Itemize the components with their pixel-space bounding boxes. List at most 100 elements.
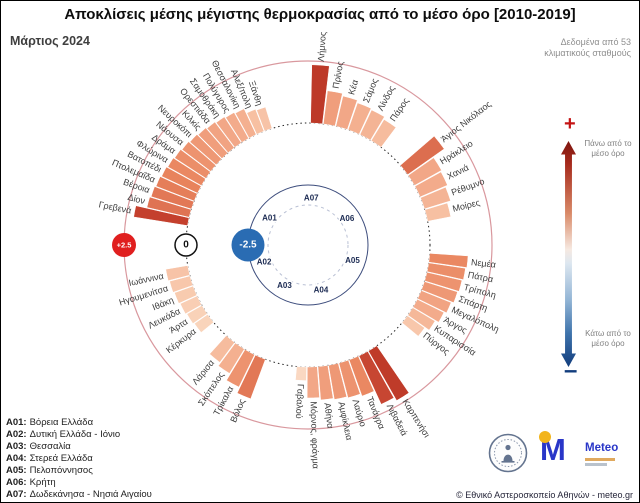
legend-name: Στερεά Ελλάδα bbox=[29, 453, 93, 464]
colorbar-below-label: Κάτω από το μέσο όρο bbox=[585, 329, 631, 348]
station-bar bbox=[428, 253, 469, 268]
meteo-logo: M Meteo bbox=[537, 430, 639, 478]
station-bar bbox=[424, 271, 463, 292]
region-key-label: A04 bbox=[314, 286, 329, 295]
station-label: Γρεβενά bbox=[98, 199, 132, 215]
station-label: Λήμνος bbox=[316, 31, 328, 62]
page-title: Αποκλίσεις μέσης μέγιστης θερμοκρασίας α… bbox=[64, 6, 576, 23]
station-bar bbox=[348, 355, 375, 397]
legend-code: A01: bbox=[6, 417, 27, 428]
station-label: Γαβαλού bbox=[294, 384, 306, 419]
legend-name: Κρήτη bbox=[29, 477, 56, 488]
station-bar bbox=[155, 176, 198, 202]
station-bar bbox=[167, 157, 206, 186]
station-bar bbox=[186, 305, 208, 324]
station-label: Αθήνα bbox=[322, 402, 335, 429]
noa-seal-icon bbox=[488, 433, 528, 473]
legend-row: A01: Βόρεια Ελλάδα bbox=[6, 417, 152, 429]
region-key-ring bbox=[267, 204, 349, 286]
station-bar bbox=[165, 265, 191, 282]
ring-value-pill bbox=[231, 228, 265, 262]
station-bar bbox=[226, 349, 255, 388]
station-bar bbox=[417, 290, 452, 314]
region-key-label: A07 bbox=[304, 194, 319, 203]
station-bar bbox=[306, 366, 320, 399]
station-label: Μόρνος, φράγμα bbox=[308, 401, 320, 469]
ring-zero bbox=[185, 122, 431, 368]
station-label: Σάμος bbox=[361, 76, 380, 104]
region-key-label: A06 bbox=[340, 214, 355, 223]
station-bar bbox=[412, 298, 445, 323]
station-bar bbox=[421, 281, 458, 303]
legend-row: A02: Δυτική Ελλάδα - Ιόνιο bbox=[6, 429, 152, 441]
ring-minus25 bbox=[247, 184, 369, 306]
legend-code: A04: bbox=[6, 453, 27, 464]
station-label: Δίον bbox=[127, 192, 147, 206]
region-key-label: A05 bbox=[345, 256, 360, 265]
legend-code: A06: bbox=[6, 477, 27, 488]
region-key-label: A03 bbox=[277, 281, 292, 290]
station-bar bbox=[206, 121, 235, 154]
station-label: Άγιος Νικόλαος bbox=[439, 98, 494, 144]
station-bar bbox=[150, 186, 195, 210]
meteo-sun-dot-icon bbox=[539, 431, 551, 443]
station-label: Ρέθυμνο bbox=[450, 176, 486, 197]
station-bar bbox=[197, 127, 229, 159]
station-bar bbox=[414, 171, 448, 198]
legend-name: Δωδεκάνησα - Νησιά Αιγαίου bbox=[29, 489, 152, 500]
legend-row: A06: Κρήτη bbox=[6, 477, 152, 489]
station-bar bbox=[215, 116, 242, 148]
region-legend: A01: Βόρεια Ελλάδα A02: Δυτική Ελλάδα - Ιό… bbox=[6, 417, 152, 501]
legend-name: Πελοπόννησος bbox=[29, 465, 93, 476]
station-label: Βόλος bbox=[228, 397, 247, 424]
station-bar bbox=[295, 366, 307, 381]
station-bar bbox=[181, 141, 217, 172]
station-bar bbox=[174, 149, 211, 179]
station-label: Χανιά bbox=[445, 162, 470, 181]
station-bar bbox=[256, 106, 273, 132]
station-bar bbox=[401, 315, 425, 337]
ring-value-label: 0 bbox=[183, 240, 189, 251]
station-bar bbox=[359, 109, 385, 141]
ring-value-pill bbox=[174, 233, 198, 257]
legend-row: A07: Δωδεκάνησα - Νησιά Αιγαίου bbox=[6, 489, 152, 501]
station-bar bbox=[400, 135, 445, 176]
ring-value-label: +2.5 bbox=[117, 241, 132, 250]
station-bar bbox=[225, 112, 249, 143]
station-bar bbox=[189, 134, 222, 166]
colorbar-minus-sign: – bbox=[564, 357, 578, 384]
station-bar bbox=[338, 359, 361, 399]
station-label: Κέα bbox=[346, 79, 360, 96]
station-bar bbox=[217, 342, 245, 374]
region-key-label: A02 bbox=[257, 257, 272, 266]
station-bar bbox=[146, 196, 192, 218]
station-bar bbox=[335, 95, 358, 130]
station-label: Πάρος bbox=[388, 95, 411, 123]
legend-code: A02: bbox=[6, 429, 27, 440]
ring-value-label: -2.5 bbox=[239, 240, 257, 251]
colorbar-plus-sign: + bbox=[564, 113, 576, 135]
station-bar bbox=[169, 275, 194, 293]
legend-row: A05: Πελοπόννησος bbox=[6, 465, 152, 477]
legend-row: A04: Στερεά Ελλάδα bbox=[6, 453, 152, 465]
meteo-brand-text: Meteo bbox=[585, 442, 619, 454]
colorbar: + Πάνω από το μέσο όρο Κάτω από το μέσο … bbox=[557, 113, 639, 402]
station-bar bbox=[424, 202, 452, 222]
meteo-tagline-decoration bbox=[585, 458, 615, 461]
legend-code: A05: bbox=[6, 465, 27, 476]
station-bar bbox=[161, 166, 202, 194]
station-bar bbox=[317, 365, 334, 401]
station-label: Πάτρα bbox=[467, 270, 494, 284]
station-bar bbox=[347, 102, 372, 135]
period-label: Μάρτιος 2024 bbox=[10, 34, 90, 48]
station-bar bbox=[194, 314, 214, 333]
station-bar bbox=[420, 186, 451, 210]
station-bar bbox=[368, 345, 410, 401]
station-bar bbox=[310, 64, 330, 125]
station-label: Αμφίκλεια bbox=[336, 401, 354, 441]
copyright-text: © Εθνικό Αστεροσκοπείο Αθηνών - meteo.gr bbox=[456, 490, 633, 500]
station-count-note: Δεδομένα από 53 κλιματικούς σταθμούς bbox=[544, 37, 631, 58]
legend-code: A07: bbox=[6, 489, 27, 500]
station-bar bbox=[174, 285, 198, 304]
station-label: Πρίνος bbox=[331, 60, 346, 89]
